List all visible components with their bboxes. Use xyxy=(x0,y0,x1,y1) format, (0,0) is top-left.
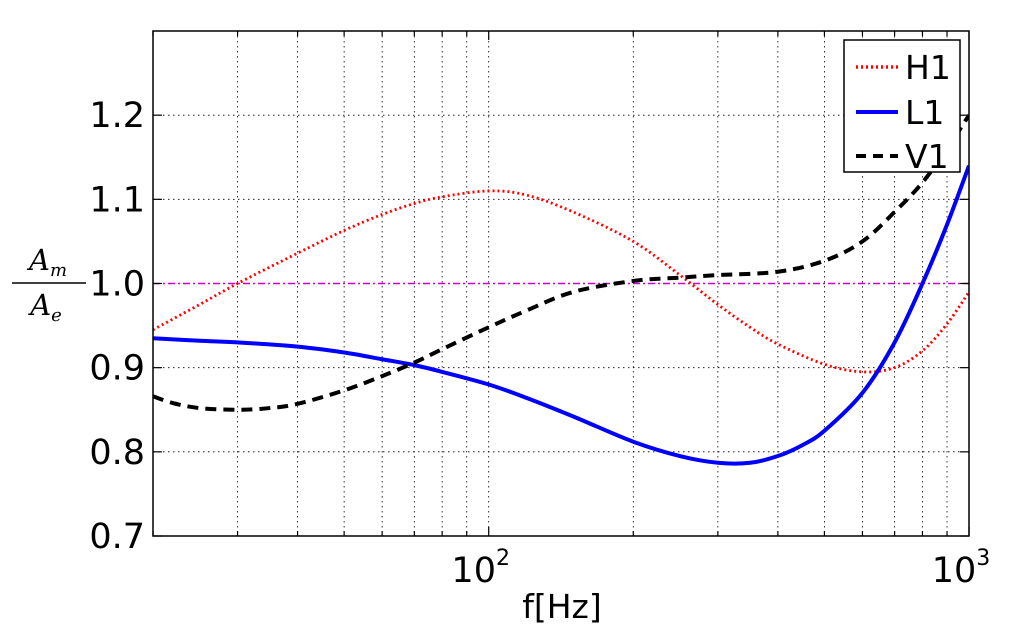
y-label-denominator-sub: e xyxy=(51,305,62,326)
y-label-numerator: A xyxy=(26,243,50,277)
y-tick-label: 0.7 xyxy=(89,517,145,557)
legend-label-l1: L1 xyxy=(905,93,944,132)
svg-text:Am: Am xyxy=(26,243,67,281)
series-line-h1 xyxy=(153,189,969,374)
y-tick-label: 0.8 xyxy=(89,433,145,473)
y-tick-labels: 0.7 0.8 0.9 1.0 1.1 1.2 xyxy=(89,96,145,557)
series-line-v1 xyxy=(153,114,969,412)
x-tick-labels: 102 103 xyxy=(451,546,990,591)
y-label-numerator-sub: m xyxy=(50,260,67,281)
series-layer xyxy=(153,114,969,466)
y-tick-label: 1.0 xyxy=(89,265,145,305)
x-tick-label: 102 xyxy=(451,546,510,591)
y-label-denominator: A xyxy=(27,288,51,322)
y-tick-label: 1.1 xyxy=(89,180,145,220)
y-tick-label: 0.9 xyxy=(89,349,145,389)
legend-label-v1: V1 xyxy=(905,137,949,176)
ticks xyxy=(152,31,970,537)
series-line-l1 xyxy=(153,164,969,466)
y-tick-label: 1.2 xyxy=(89,96,145,136)
x-axis-label: f[Hz] xyxy=(522,587,602,626)
x-tick-label: 103 xyxy=(932,546,991,591)
legend-box xyxy=(843,39,961,173)
legend: H1 L1 V1 xyxy=(843,39,961,176)
svg-text:Ae: Ae xyxy=(27,288,62,326)
legend-label-h1: H1 xyxy=(905,48,951,87)
y-axis-label: Am Ae xyxy=(12,243,86,326)
